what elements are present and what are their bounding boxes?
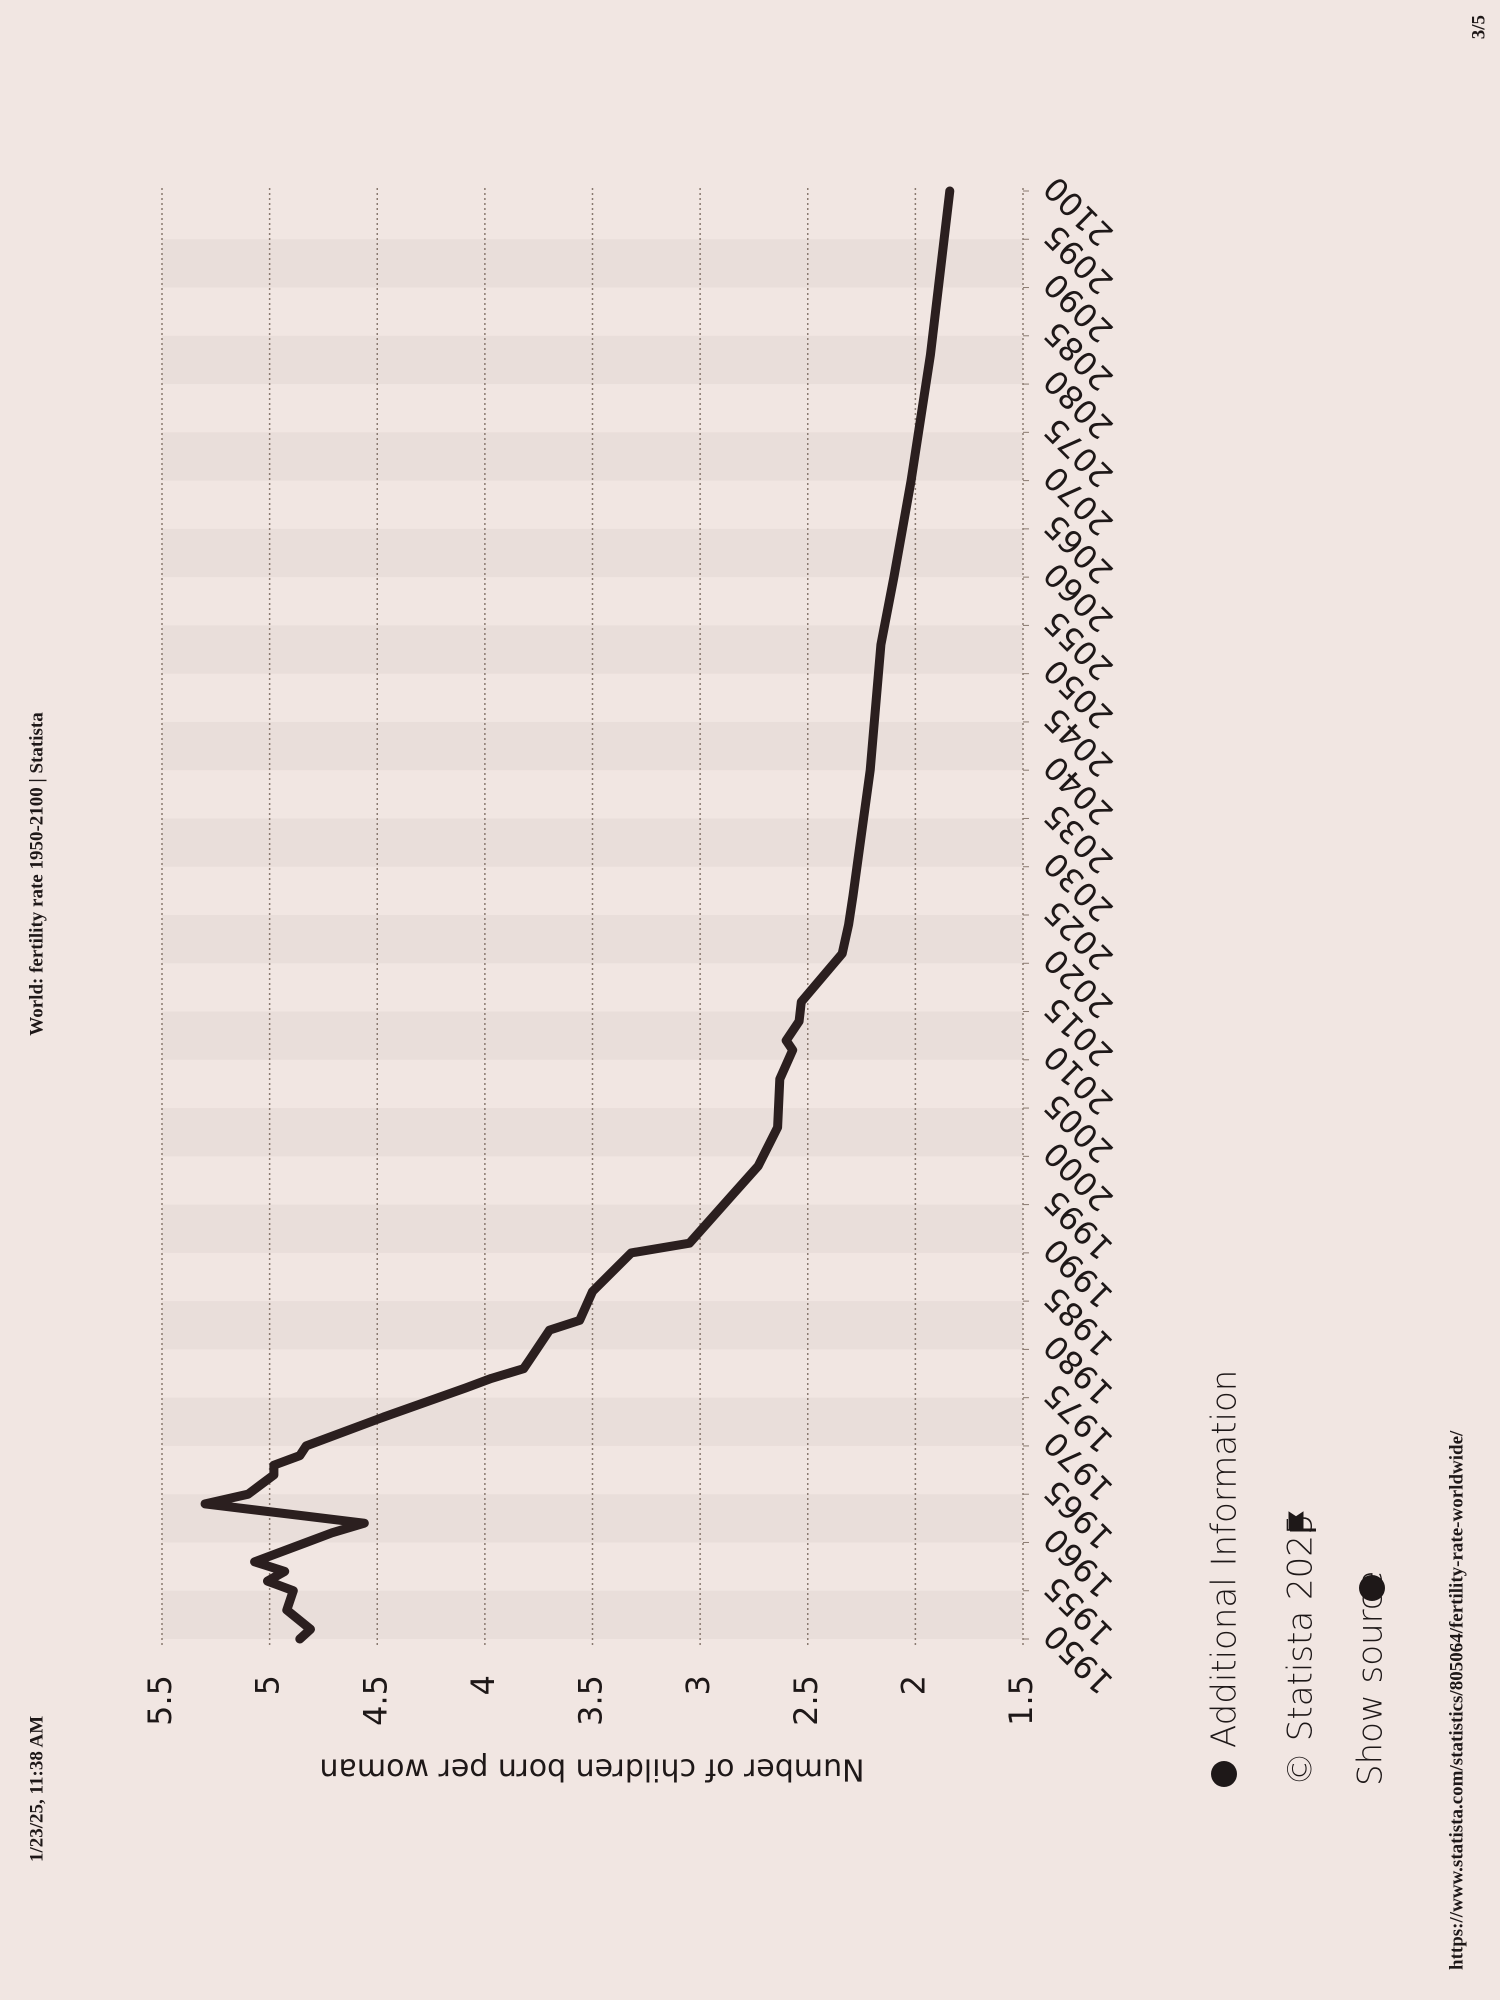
- print-url: https://www.statista.com/statistics/8050…: [1446, 1430, 1467, 1970]
- y-tick-label: 4.5: [356, 1675, 394, 1726]
- copyright: © Statista 2025: [1281, 1513, 1321, 1786]
- y-tick-label: 2.5: [787, 1675, 825, 1726]
- show-source[interactable]: Show source: [1351, 1571, 1391, 1786]
- rotated-page: 1/23/25, 11:38 AM World: fertility rate …: [26, 15, 1489, 1970]
- y-tick-label: 3.5: [572, 1675, 610, 1726]
- source-info-icon[interactable]: [1359, 1575, 1385, 1601]
- y-axis-title: Number of children born per woman: [319, 1752, 864, 1787]
- y-tick-label: 5: [249, 1675, 287, 1695]
- y-tick-label: 3: [679, 1675, 717, 1695]
- additional-information[interactable]: Additional Information: [1205, 1370, 1245, 1748]
- data-line: [200, 186, 955, 1644]
- info-icon: [1211, 1761, 1237, 1787]
- page-number: 3/5: [1468, 15, 1489, 39]
- flag-icon[interactable]: [1288, 1511, 1316, 1532]
- y-tick-label: 1.5: [1002, 1675, 1040, 1726]
- y-tick-label: 5.5: [141, 1675, 179, 1726]
- print-date: 1/23/25, 11:38 AM: [26, 1716, 47, 1862]
- y-tick-label: 4: [464, 1675, 502, 1695]
- print-title: World: fertility rate 1950-2100 | Statis…: [26, 712, 47, 1036]
- y-tick-label: 2: [894, 1675, 932, 1695]
